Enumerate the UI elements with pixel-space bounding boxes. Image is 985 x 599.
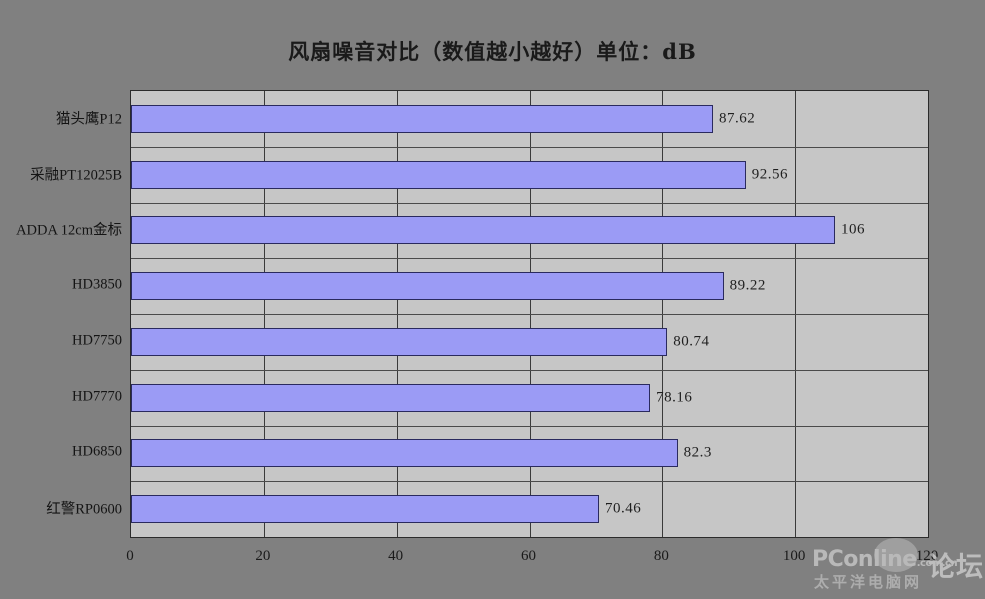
chart-title: 风扇噪音对比（数值越小越好）单位：dB <box>288 39 697 64</box>
horizontal-gridline <box>131 203 928 204</box>
bar[interactable] <box>131 216 836 245</box>
y-axis-category-label: 红警RP0600 <box>46 501 122 518</box>
bar-value-label: 106 <box>841 221 866 238</box>
y-axis-category-label: ADDA 12cm金标 <box>16 222 122 239</box>
bar-row: 70.46 <box>131 495 928 524</box>
y-axis-category-label: HD6850 <box>72 443 122 460</box>
watermark-subtitle: 太平洋电脑网 <box>814 573 923 591</box>
bar-value-label: 89.22 <box>729 277 766 294</box>
bar[interactable] <box>131 327 668 356</box>
x-axis-tick-label: 0 <box>126 548 134 564</box>
horizontal-gridline <box>131 258 928 259</box>
y-axis-category-label: HD7750 <box>72 332 122 349</box>
bar-value-label: 70.46 <box>604 500 642 517</box>
bar-row: 78.16 <box>131 383 928 412</box>
site-watermark: PConline.com.cn 太平洋电脑网 论坛 <box>812 538 985 595</box>
x-axis-tick-label: 60 <box>521 548 536 564</box>
bar[interactable] <box>131 104 713 133</box>
y-axis-category-label: 采融PT12025B <box>30 167 122 184</box>
bar-row: 80.74 <box>131 327 928 356</box>
x-axis-tick-label: 20 <box>255 548 271 564</box>
bar-value-label: 80.74 <box>673 333 710 350</box>
bar[interactable] <box>131 495 599 524</box>
bar-row: 89.22 <box>131 272 928 301</box>
y-axis-category-label: HD7770 <box>72 388 122 405</box>
bar[interactable] <box>131 439 678 468</box>
x-axis-tick-label: 80 <box>653 548 669 564</box>
y-axis-category-label: 猫头鹰P12 <box>55 111 122 128</box>
horizontal-gridline <box>131 147 928 148</box>
horizontal-gridline <box>131 370 928 371</box>
bar-value-label: 78.16 <box>656 389 693 406</box>
y-axis-category-label: HD3850 <box>72 276 122 293</box>
bar-row: 92.56 <box>131 160 928 189</box>
bar[interactable] <box>131 160 746 189</box>
horizontal-gridline <box>131 426 928 427</box>
bar-row: 82.3 <box>131 439 928 468</box>
bar-value-label: 87.62 <box>718 110 756 127</box>
horizontal-gridline <box>131 314 928 315</box>
bar[interactable] <box>131 272 724 301</box>
plot-area: 87.62 92.56 106 89.22 80.74 78.16 82.3 70.46 <box>130 90 929 538</box>
x-axis-tick-label: 40 <box>388 548 404 564</box>
bar-row: 106 <box>131 216 928 245</box>
bar-value-label: 82.3 <box>683 444 712 461</box>
bar[interactable] <box>131 383 651 412</box>
globe-icon <box>874 538 918 572</box>
bar-value-label: 92.56 <box>751 166 788 183</box>
x-axis-tick-label: 120 <box>915 548 939 564</box>
x-axis-tick-label: 100 <box>782 548 806 564</box>
watermark-brand-text: PConline <box>812 547 917 572</box>
bar-row: 87.62 <box>131 104 928 133</box>
horizontal-gridline <box>131 481 928 482</box>
